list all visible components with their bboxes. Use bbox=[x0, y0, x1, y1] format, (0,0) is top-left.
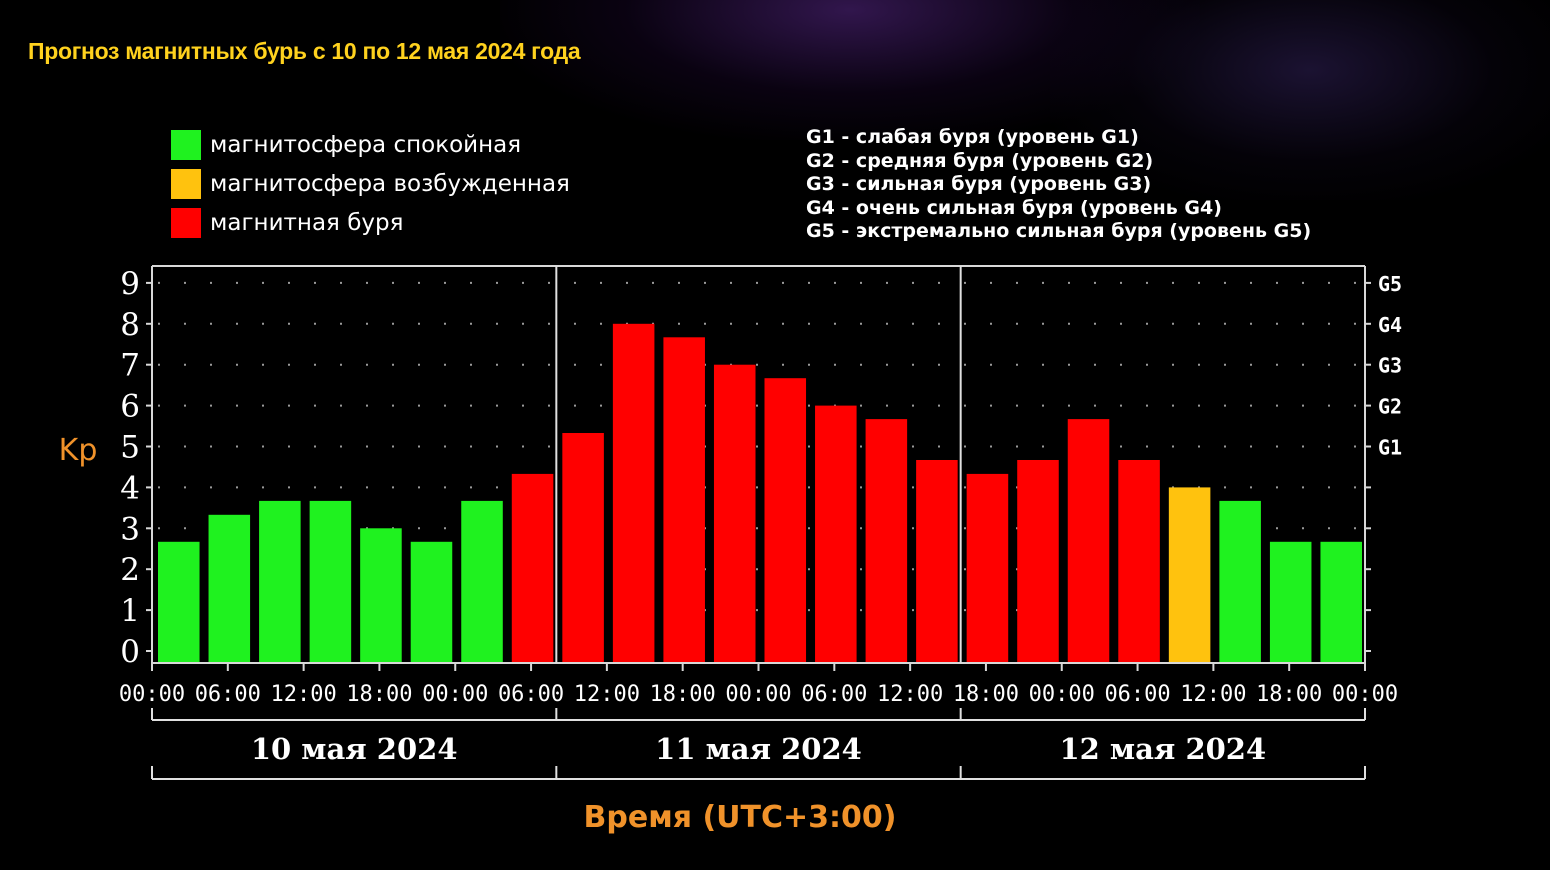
x-tick-label: 06:00 bbox=[498, 682, 564, 707]
kp-bar bbox=[764, 378, 807, 663]
x-tick-label: 06:00 bbox=[1104, 682, 1170, 707]
g-level-item: G1 - слабая буря (уровень G1) bbox=[806, 126, 1139, 148]
y-tick-label: 8 bbox=[120, 307, 140, 343]
kp-bar bbox=[461, 500, 503, 663]
y-tick-label: 4 bbox=[120, 470, 140, 506]
y-tick-label: 2 bbox=[120, 552, 140, 588]
g-tick-label: G1 bbox=[1378, 436, 1402, 460]
kp-bar bbox=[713, 364, 756, 663]
kp-bar bbox=[511, 473, 554, 663]
kp-bar bbox=[1168, 487, 1211, 663]
g-tick-label: G3 bbox=[1378, 354, 1402, 378]
x-tick-label: 00:00 bbox=[725, 682, 791, 707]
kp-bar bbox=[410, 541, 453, 663]
g-level-item: G2 - средняя буря (уровень G2) bbox=[806, 149, 1154, 172]
kp-bar bbox=[360, 528, 402, 663]
kp-bar bbox=[663, 337, 705, 663]
background-glow bbox=[1050, 0, 1550, 200]
kp-bar bbox=[158, 541, 200, 663]
kp-bar bbox=[1219, 500, 1261, 663]
kp-bar bbox=[1269, 541, 1312, 663]
y-tick-label: 1 bbox=[120, 593, 140, 629]
x-tick-label: 06:00 bbox=[801, 682, 867, 707]
y-tick-label: 6 bbox=[120, 389, 140, 425]
chart-title: Прогноз магнитных бурь с 10 по 12 мая 20… bbox=[28, 38, 581, 64]
g-level-item: G3 - сильная буря (уровень G3) bbox=[806, 173, 1152, 195]
legend-swatch bbox=[171, 207, 201, 238]
legend-label: магнитосфера возбужденная bbox=[210, 170, 570, 197]
x-axis-label: Время (UTC+3:00) bbox=[584, 800, 897, 835]
g-level-legend: G1 - слабая буря (уровень G1) G2 - средн… bbox=[806, 126, 1311, 244]
y-tick-label: 5 bbox=[120, 430, 140, 466]
kp-bar bbox=[916, 459, 958, 663]
color-legend: магнитосфера спокойная магнитосфера возб… bbox=[171, 125, 570, 242]
g-tick-label: G2 bbox=[1378, 395, 1402, 419]
legend-label: магнитосфера спокойная bbox=[210, 131, 522, 158]
background-glow bbox=[500, 0, 1200, 140]
g-level-item: G4 - очень сильная буря (уровень G4) bbox=[806, 196, 1222, 219]
kp-bar bbox=[966, 473, 1009, 663]
x-tick-label: 12:00 bbox=[877, 682, 943, 707]
legend-label: магнитная буря bbox=[210, 209, 404, 236]
day-label: 11 мая 2024 bbox=[655, 732, 862, 766]
legend-item-excited: магнитосфера возбужденная bbox=[171, 164, 570, 203]
g-level-item: G5 - экстремально сильная буря (уровень … bbox=[806, 220, 1312, 242]
x-tick-label: 18:00 bbox=[346, 682, 412, 707]
x-tick-label: 00:00 bbox=[119, 682, 185, 707]
kp-bar bbox=[1118, 459, 1160, 663]
g-tick-label: G4 bbox=[1378, 313, 1402, 337]
x-tick-label: 12:00 bbox=[271, 682, 337, 707]
kp-bar bbox=[1017, 459, 1059, 663]
x-tick-label: 12:00 bbox=[574, 682, 640, 707]
legend-swatch bbox=[171, 129, 201, 160]
kp-bar bbox=[865, 419, 908, 663]
x-tick-label: 00:00 bbox=[422, 682, 488, 707]
legend-item-storm: магнитная буря bbox=[171, 203, 570, 242]
day-label: 10 мая 2024 bbox=[251, 732, 458, 766]
x-tick-label: 18:00 bbox=[1256, 682, 1322, 707]
kp-bar bbox=[309, 500, 352, 663]
g-tick-label: G5 bbox=[1378, 272, 1402, 296]
kp-bar bbox=[612, 323, 655, 663]
x-tick-label: 12:00 bbox=[1180, 682, 1246, 707]
x-tick-label: 00:00 bbox=[1332, 682, 1398, 707]
kp-bar bbox=[815, 405, 857, 663]
legend-item-quiet: магнитосфера спокойная bbox=[171, 125, 570, 164]
x-tick-label: 06:00 bbox=[195, 682, 261, 707]
legend-swatch bbox=[171, 168, 201, 199]
y-tick-label: 0 bbox=[120, 634, 140, 670]
kp-bar bbox=[562, 433, 604, 663]
x-tick-label: 18:00 bbox=[953, 682, 1019, 707]
day-label: 12 мая 2024 bbox=[1059, 732, 1266, 766]
y-tick-label: 3 bbox=[120, 511, 140, 547]
y-tick-label: 9 bbox=[120, 266, 140, 302]
y-tick-label: 7 bbox=[120, 348, 140, 384]
kp-bar bbox=[259, 500, 301, 663]
x-tick-label: 18:00 bbox=[650, 682, 716, 707]
kp-bar bbox=[1067, 419, 1110, 663]
kp-bar bbox=[1320, 541, 1362, 663]
kp-bar bbox=[208, 514, 251, 663]
x-tick-label: 00:00 bbox=[1029, 682, 1095, 707]
y-axis-label: Kp bbox=[59, 433, 98, 468]
